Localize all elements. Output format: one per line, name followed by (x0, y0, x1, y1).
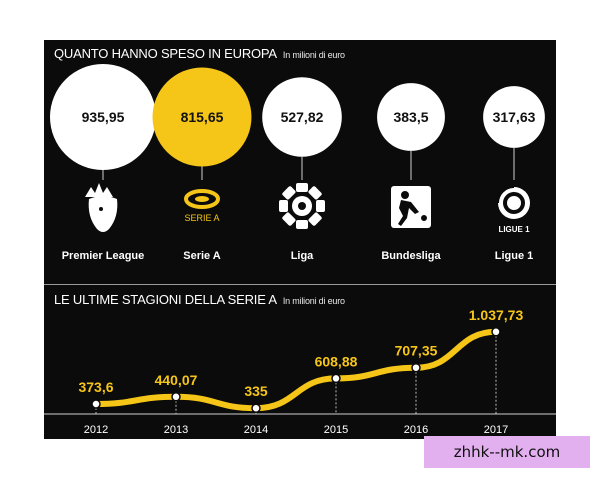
bubble-circle (483, 86, 545, 148)
bubble-liga: 527,82 Liga (262, 77, 342, 262)
chart-canvas: 935,95 Premier League 815,65 Serie A 527,82 L… (44, 64, 556, 436)
ligue-1-logo-text: LIGUE 1 (498, 225, 530, 234)
section-divider (44, 284, 556, 285)
data-label: 335 (244, 383, 268, 399)
bubble-category-label: Premier League (62, 250, 145, 262)
liga-ball-icon (279, 183, 325, 229)
serie-a-logo-text: SERIE A (184, 213, 219, 223)
bubble-value-label: 935,95 (82, 109, 125, 125)
line-chart-title: LE ULTIME STAGIONI DELLA SERIE A In milio… (54, 292, 345, 307)
data-label: 440,07 (155, 372, 198, 388)
bubble-circle (152, 67, 252, 167)
data-point (171, 392, 181, 402)
bubble-category-label: Serie A (183, 250, 221, 262)
data-point (251, 403, 261, 413)
data-label: 608,88 (315, 353, 358, 369)
data-label: 373,6 (78, 379, 113, 395)
infographic-panel: QUANTO HANNO SPESO IN EUROPA In milioni d… (44, 40, 556, 439)
x-tick-label: 2013 (164, 424, 188, 436)
serie-a-shield-icon: SERIE A (184, 189, 220, 223)
x-tick-label: 2017 (484, 424, 508, 436)
bubble-circle (377, 83, 445, 151)
bubble-value-label: 317,63 (493, 109, 536, 125)
bubble-value-label: 815,65 (181, 109, 224, 125)
bubble-chart-unit: In milioni di euro (282, 50, 345, 60)
data-point (491, 327, 501, 337)
data-point (331, 373, 341, 384)
bubble-premier-league: 935,95 Premier League (50, 64, 156, 262)
bubble-bundesliga: 383,5 Bundesliga (377, 83, 445, 262)
bubble-category-label: Bundesliga (381, 250, 441, 262)
data-label: 1.037,73 (469, 307, 524, 323)
x-tick-label: 2014 (244, 424, 268, 436)
bubble-category-label: Liga (291, 250, 314, 262)
line-chart-unit: In milioni di euro (282, 296, 345, 306)
bubble-category-label: Ligue 1 (495, 250, 534, 262)
x-tick-label: 2012 (84, 424, 108, 436)
bubble-serie-a: 815,65 Serie A (152, 67, 252, 262)
watermark: zhhk--mk.com (424, 436, 590, 468)
data-point (411, 362, 421, 373)
serie-a-line-chart: 373,6 2012 440,07 2013 335 2014 608,88 2015 707,… (44, 307, 556, 436)
bubble-circle (50, 64, 156, 170)
bubble-value-label: 527,82 (281, 109, 324, 125)
ligue-1-ball-icon: LIGUE 1 (497, 186, 530, 234)
premier-league-lion-icon (85, 183, 118, 232)
data-point (91, 399, 101, 409)
x-tick-label: 2016 (404, 424, 428, 436)
bubble-circle (262, 77, 342, 157)
data-label: 707,35 (395, 343, 438, 359)
x-tick-label: 2015 (324, 424, 348, 436)
bubble-ligue-1: 317,63 Ligue 1 (483, 86, 545, 262)
bundesliga-player-icon (391, 186, 431, 228)
series-line (93, 328, 499, 412)
bubble-chart-title: QUANTO HANNO SPESO IN EUROPA In milioni d… (54, 46, 345, 61)
bubble-value-label: 383,5 (393, 109, 428, 125)
